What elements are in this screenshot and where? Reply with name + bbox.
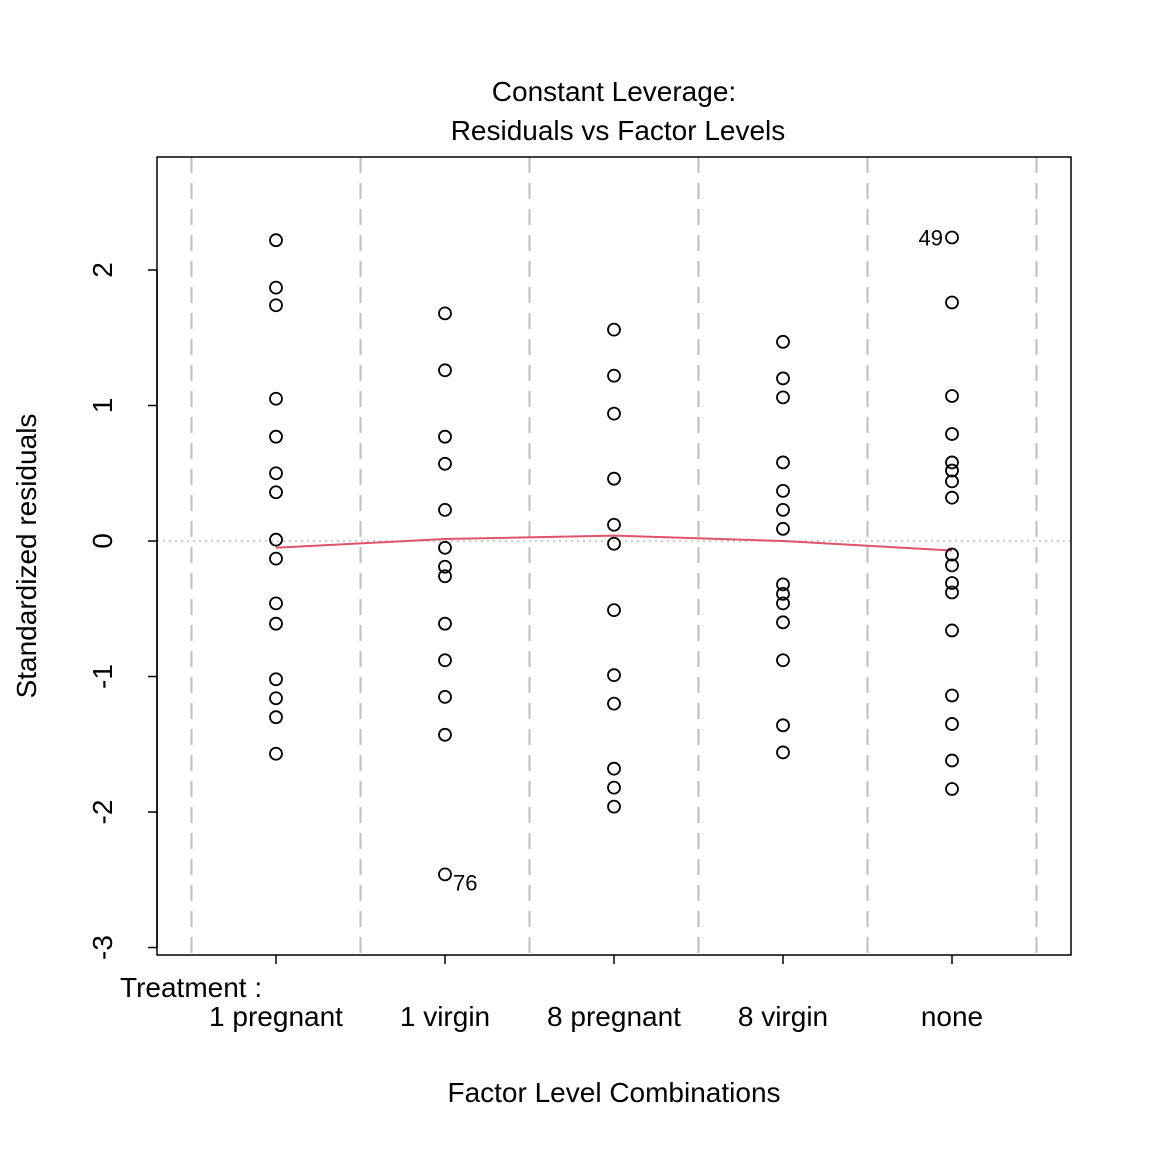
point [607, 471, 621, 486]
x-tick-label: 1 virgin [400, 1001, 490, 1032]
point [607, 696, 621, 711]
point [269, 672, 283, 687]
point [269, 532, 283, 547]
point [438, 363, 452, 378]
point [776, 586, 790, 601]
point [438, 569, 452, 584]
point [607, 406, 621, 421]
point [776, 371, 790, 386]
point [945, 490, 959, 505]
point [269, 691, 283, 706]
point [945, 585, 959, 600]
chart-title: Constant Leverage: [492, 76, 736, 107]
y-tick-label: -2 [87, 800, 118, 825]
point [776, 615, 790, 630]
y-axis-label: Standardized residuals [11, 414, 42, 699]
smooth-line [275, 534, 953, 552]
point [269, 596, 283, 611]
point [607, 368, 621, 383]
point [269, 746, 283, 761]
point [776, 455, 790, 470]
point [945, 558, 959, 573]
point [945, 295, 959, 310]
point [438, 306, 452, 321]
point [269, 233, 283, 248]
y-tick-label: 2 [87, 262, 118, 278]
point [945, 547, 959, 562]
x-tick-label: none [921, 1001, 983, 1032]
point [776, 521, 790, 536]
chart-subtitle: Residuals vs Factor Levels [451, 115, 786, 146]
point [945, 782, 959, 796]
y-tick-label: -1 [87, 664, 118, 689]
point [776, 596, 790, 611]
point [776, 483, 790, 498]
point [945, 623, 959, 638]
point [776, 745, 790, 760]
point [438, 689, 452, 704]
y-tick-label: -3 [87, 935, 118, 960]
point [945, 474, 959, 489]
point [945, 576, 959, 590]
point [776, 334, 790, 349]
point [607, 536, 621, 551]
point [945, 463, 959, 478]
point [269, 391, 283, 406]
point [269, 429, 283, 444]
point [438, 653, 452, 668]
point [269, 280, 283, 295]
point [269, 710, 283, 725]
y-tick-label: 0 [87, 533, 118, 549]
x-tick-label: 8 pregnant [547, 1001, 681, 1032]
point [607, 603, 621, 618]
point [776, 718, 790, 733]
point [438, 540, 452, 555]
point [607, 322, 621, 337]
plot-frame [156, 156, 1072, 956]
point [945, 753, 959, 768]
point [945, 688, 959, 703]
point [945, 427, 959, 441]
point [945, 389, 959, 403]
point [438, 867, 452, 882]
x-tick-label: 8 virgin [738, 1001, 828, 1032]
point [607, 780, 621, 795]
point-label: 76 [453, 870, 477, 895]
y-tick-label: 1 [87, 398, 118, 414]
point [945, 717, 959, 731]
point [438, 559, 452, 574]
point [945, 230, 959, 245]
point [269, 551, 283, 566]
point [776, 653, 790, 668]
point [438, 502, 452, 517]
point [776, 577, 790, 592]
x-axis-label: Factor Level Combinations [447, 1077, 780, 1108]
factor-name: Treatment : [120, 972, 262, 1003]
point [269, 466, 283, 481]
point [438, 727, 452, 742]
point [269, 485, 283, 500]
point [269, 616, 283, 631]
point [607, 517, 621, 532]
point [776, 502, 790, 517]
point-label: 49 [919, 225, 943, 250]
point [607, 761, 621, 776]
x-tick-label: 1 pregnant [209, 1001, 343, 1032]
point [269, 298, 283, 313]
point [438, 429, 452, 444]
point [438, 456, 452, 471]
point [945, 455, 959, 470]
point [438, 616, 452, 631]
point [776, 390, 790, 405]
point [607, 799, 621, 814]
point [607, 668, 621, 683]
